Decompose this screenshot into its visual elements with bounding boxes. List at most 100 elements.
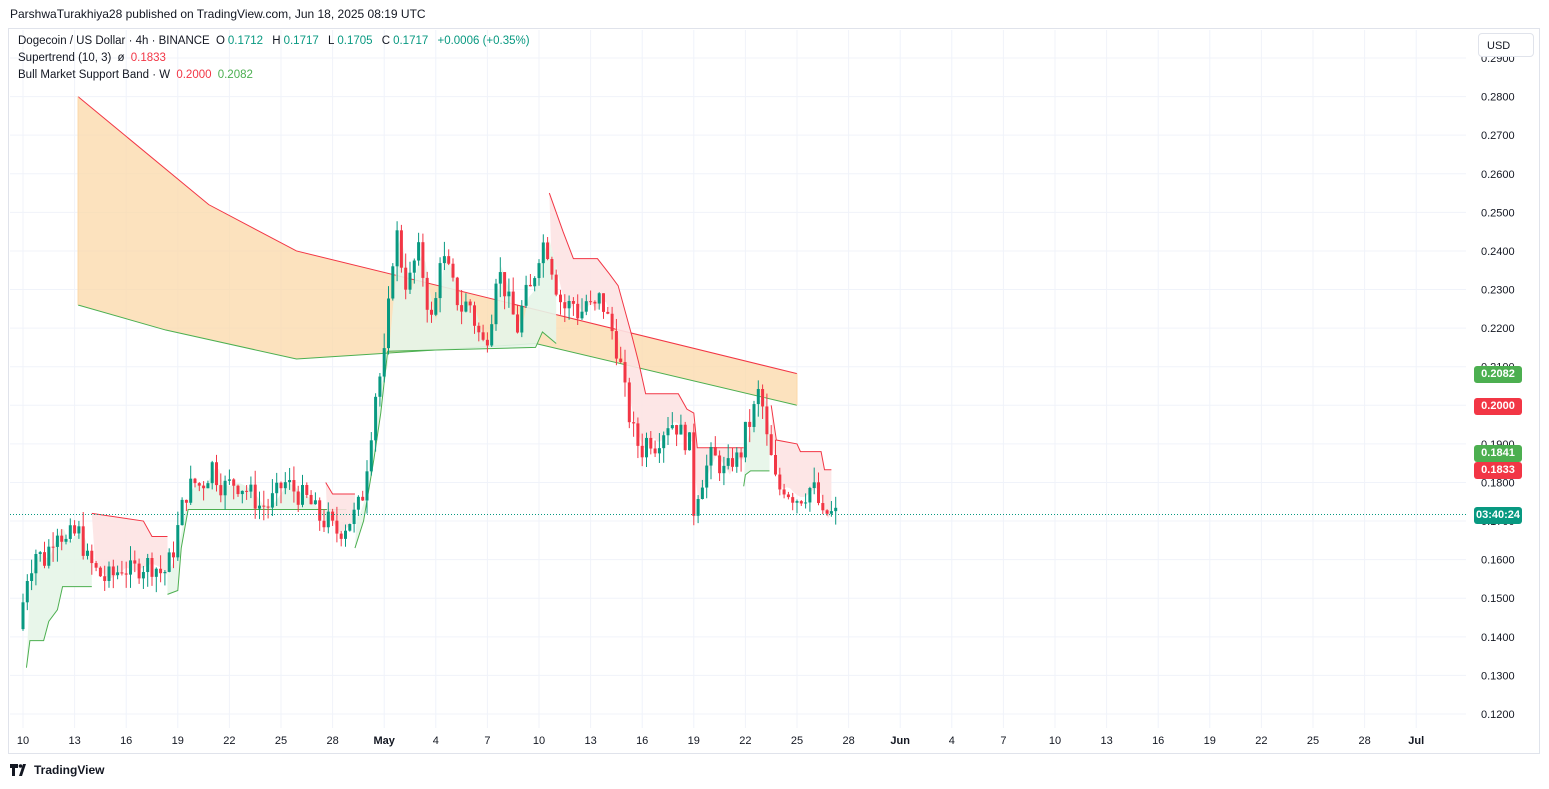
candle-body — [825, 510, 829, 514]
x-tick-label: 25 — [275, 735, 287, 747]
candle-body — [533, 278, 537, 287]
candle-body — [498, 272, 502, 284]
y-tick-label: 0.1300 — [1481, 670, 1515, 682]
y-tick-label: 0.1800 — [1481, 477, 1515, 489]
candle-body — [253, 484, 257, 509]
candle-body — [713, 446, 717, 456]
legend-bmsb-row[interactable]: Bull Market Support Band · W 0.2000 0.20… — [18, 69, 256, 81]
price-axis: 0.12000.13000.14000.15000.16000.17000.18… — [1481, 53, 1515, 721]
x-tick-label: May — [373, 735, 395, 747]
candle-body — [189, 478, 193, 503]
x-tick-label: 19 — [688, 735, 700, 747]
candle-body — [696, 499, 700, 516]
candle-body — [296, 491, 300, 505]
bmsb-name: Bull Market Support Band · W — [18, 69, 171, 81]
candle-body — [275, 482, 279, 494]
candle-body — [692, 432, 696, 516]
candle-body — [473, 305, 476, 326]
candle-body — [305, 485, 309, 495]
countdown-price-label: 03:40:24 — [1474, 507, 1522, 524]
candle-body — [670, 425, 674, 429]
candle-body — [559, 294, 562, 303]
symbol-title[interactable]: Dogecoin / US Dollar · 4h · BINANCE — [18, 35, 210, 47]
candle-body — [589, 301, 593, 303]
candle-body — [679, 424, 683, 435]
candle-body — [94, 563, 98, 568]
y-tick-label: 0.1200 — [1481, 709, 1515, 721]
candle-body — [378, 376, 382, 397]
candle-body — [550, 259, 554, 275]
candle-body — [81, 526, 85, 556]
candle-body — [270, 493, 274, 508]
bmsb-value-2: 0.2082 — [217, 69, 253, 81]
x-tick-label: 22 — [739, 735, 751, 747]
candle-body — [236, 485, 240, 495]
candle-body — [700, 487, 704, 500]
candle-body — [356, 496, 360, 510]
open-label: O — [215, 35, 225, 47]
chart-frame — [8, 28, 1540, 754]
candle-body — [718, 455, 722, 474]
candle-body — [369, 440, 373, 472]
candle-body — [120, 572, 124, 574]
candle-body — [141, 572, 145, 579]
candle-body — [743, 421, 747, 458]
y-tick-label: 0.2600 — [1481, 169, 1515, 181]
bmsb-lower-price-label: 0.2000 — [1474, 398, 1522, 415]
candle-body — [460, 305, 464, 312]
candle-body — [163, 571, 167, 574]
x-tick-label: 4 — [949, 735, 955, 747]
low-label: L — [327, 35, 335, 47]
x-tick-label: 13 — [584, 735, 596, 747]
candle-body — [683, 424, 687, 451]
currency-button[interactable]: USD — [1478, 33, 1534, 57]
candle-body — [335, 520, 339, 534]
candle-body — [765, 406, 769, 435]
bmsb-upper-price-label: 0.2082 — [1474, 366, 1522, 383]
candle-body — [292, 480, 296, 492]
candle-body — [468, 301, 472, 306]
candle-body — [210, 462, 214, 484]
candlesticks — [21, 221, 838, 631]
candle-body — [537, 263, 541, 279]
candle-body — [240, 490, 244, 495]
candle-body — [404, 267, 408, 290]
candle-body — [365, 471, 369, 501]
x-tick-label: 19 — [1204, 735, 1216, 747]
candle-body — [25, 581, 29, 603]
supertrend-fill — [26, 528, 92, 668]
candle-body — [778, 474, 782, 490]
candle-body — [137, 563, 141, 579]
x-tick-label: 13 — [1100, 735, 1112, 747]
legend-supertrend-row[interactable]: Supertrend (10, 3) ø 0.1833 — [18, 52, 169, 64]
y-tick-label: 0.1500 — [1481, 593, 1515, 605]
x-tick-label: Jul — [1408, 735, 1424, 747]
candle-body — [421, 242, 425, 278]
x-tick-label: 7 — [1000, 735, 1006, 747]
candle-body — [653, 448, 657, 454]
candle-body — [288, 480, 292, 483]
candle-body — [649, 437, 653, 449]
bmsb-fill — [78, 96, 798, 406]
tradingview-brand[interactable]: TradingView — [10, 763, 104, 777]
candle-body — [786, 494, 790, 498]
x-tick-label: 10 — [1049, 735, 1061, 747]
candle-body — [602, 293, 605, 312]
x-tick-label: 25 — [1307, 735, 1319, 747]
candle-body — [361, 496, 365, 501]
candle-body — [339, 533, 343, 539]
candle-body — [821, 503, 825, 511]
candle-body — [567, 300, 571, 309]
x-tick-label: 28 — [842, 735, 854, 747]
candle-body — [516, 314, 519, 333]
candle-body — [834, 507, 838, 512]
x-tick-label: 10 — [17, 735, 29, 747]
brand-name: TradingView — [34, 763, 105, 777]
candle-body — [180, 499, 184, 526]
x-tick-label: 25 — [791, 735, 803, 747]
candle-body — [752, 404, 756, 427]
x-tick-label: 19 — [172, 735, 184, 747]
candle-body — [623, 362, 627, 383]
close-label: C — [381, 35, 391, 47]
